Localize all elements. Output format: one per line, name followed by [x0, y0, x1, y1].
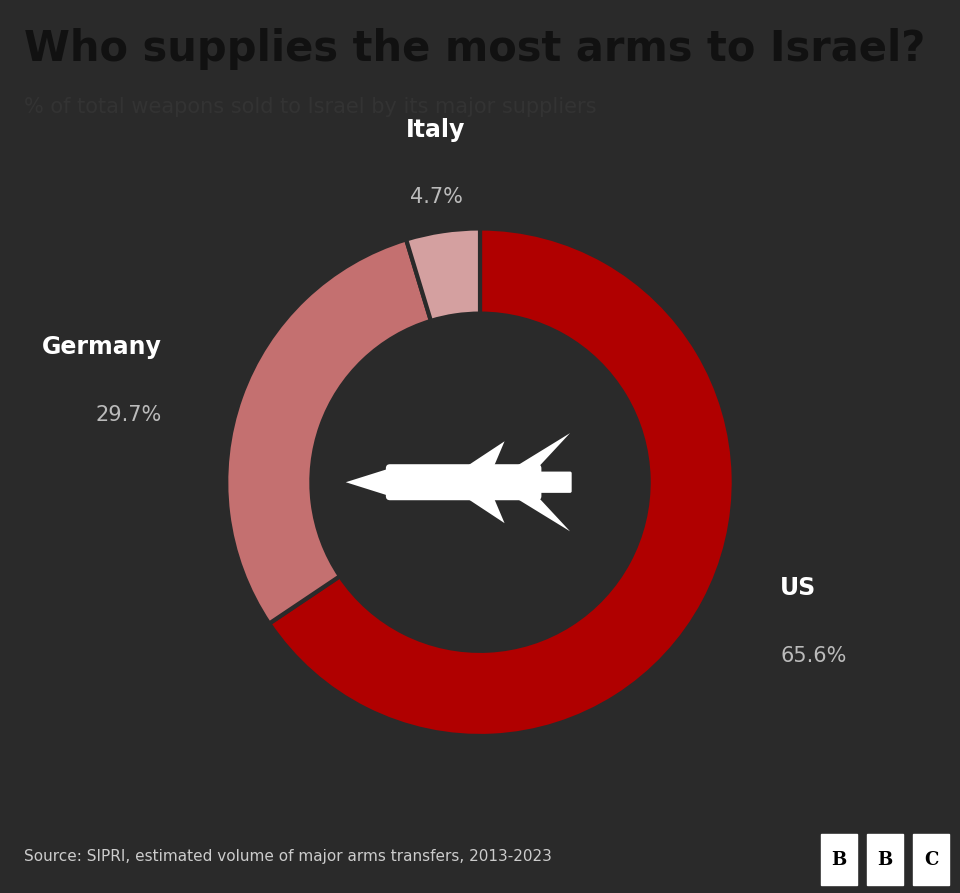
Text: B: B [877, 850, 893, 869]
Text: US: US [780, 576, 816, 600]
Polygon shape [464, 441, 505, 468]
Wedge shape [269, 229, 733, 736]
Polygon shape [346, 468, 390, 497]
Polygon shape [513, 497, 570, 531]
FancyBboxPatch shape [386, 464, 541, 500]
Text: Italy: Italy [406, 118, 466, 141]
Text: 29.7%: 29.7% [96, 405, 162, 424]
Polygon shape [513, 433, 570, 468]
Text: % of total weapons sold to Israel by its major suppliers: % of total weapons sold to Israel by its… [24, 97, 596, 117]
Text: 65.6%: 65.6% [780, 647, 847, 666]
Wedge shape [227, 239, 431, 623]
Wedge shape [406, 229, 480, 321]
FancyBboxPatch shape [913, 834, 949, 885]
FancyBboxPatch shape [536, 472, 572, 493]
FancyBboxPatch shape [867, 834, 903, 885]
Text: C: C [924, 850, 938, 869]
Text: Germany: Germany [42, 335, 162, 359]
Text: Who supplies the most arms to Israel?: Who supplies the most arms to Israel? [24, 28, 925, 70]
Text: B: B [831, 850, 847, 869]
Text: 4.7%: 4.7% [410, 188, 463, 207]
Polygon shape [464, 497, 505, 523]
FancyBboxPatch shape [821, 834, 857, 885]
Text: Source: SIPRI, estimated volume of major arms transfers, 2013-2023: Source: SIPRI, estimated volume of major… [24, 848, 552, 864]
